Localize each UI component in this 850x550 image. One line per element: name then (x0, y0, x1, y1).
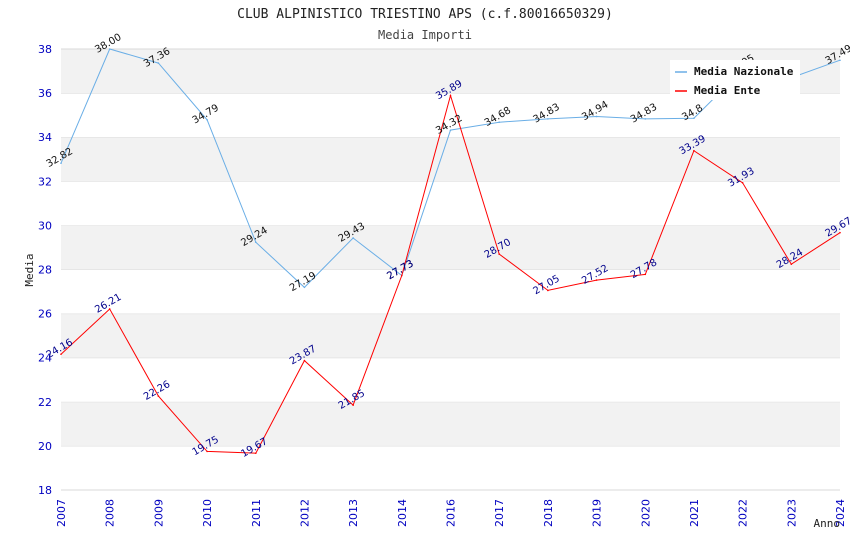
y-tick-label: 18 (38, 484, 52, 497)
grid-band (61, 181, 840, 226)
data-point (206, 118, 208, 121)
data-point (352, 237, 354, 239)
legend-label-ente: Media Ente (694, 84, 761, 97)
data-point (547, 118, 549, 120)
data-point (254, 452, 257, 454)
data-point (839, 59, 841, 62)
grid-band (61, 313, 840, 358)
data-point (206, 450, 208, 453)
x-tick-label: 2020 (639, 499, 652, 527)
x-tick-label: 2010 (201, 499, 214, 527)
y-tick-label: 30 (38, 219, 52, 232)
series-lines (60, 48, 841, 454)
data-point (595, 115, 598, 118)
x-tick-label: 2013 (347, 499, 360, 527)
x-tick-label: 2008 (104, 499, 117, 527)
y-axis-ticks: 18 20 22 24 26 28 30 32 34 36 38 (38, 43, 52, 497)
x-tick-label: 2009 (152, 499, 165, 527)
legend: Media Nazionale Media Ente (670, 60, 800, 100)
data-point (498, 253, 500, 255)
grid-band (61, 269, 840, 314)
x-tick-label: 2023 (785, 499, 798, 527)
data-point (790, 263, 793, 266)
data-point (741, 182, 744, 184)
x-tick-label: 2021 (688, 499, 701, 527)
data-point (303, 359, 306, 362)
legend-background (670, 60, 800, 100)
y-tick-label: 22 (38, 396, 52, 409)
grid-band (61, 401, 840, 446)
x-tick-label: 2019 (591, 499, 604, 527)
data-point (839, 231, 841, 234)
y-tick-label: 32 (38, 175, 52, 188)
data-point (254, 241, 257, 243)
y-tick-label: 28 (38, 264, 52, 277)
data-point (108, 48, 111, 50)
data-point (303, 286, 306, 289)
data-point (401, 274, 403, 277)
legend-label-nazionale: Media Nazionale (694, 65, 794, 78)
y-axis-label: Media (23, 253, 36, 286)
x-axis-ticks: 2007 2008 2009 2010 2011 2012 2013 2014 2016 2017… (55, 499, 847, 527)
data-point (644, 118, 647, 120)
data-point (595, 279, 598, 281)
y-tick-label: 36 (38, 87, 52, 100)
x-tick-label: 2022 (737, 499, 750, 527)
data-point (157, 62, 160, 64)
grid-bands (61, 48, 840, 491)
x-tick-label: 2014 (396, 499, 409, 527)
grid-band (61, 357, 840, 402)
chart-title: CLUB ALPINISTICO TRIESTINO APS (c.f.8001… (237, 7, 613, 22)
x-tick-label: 2017 (493, 499, 506, 527)
x-axis-label: Anno (814, 517, 841, 530)
data-point (157, 395, 160, 397)
data-point (60, 353, 62, 355)
data-point (449, 129, 452, 131)
grid-band (61, 137, 840, 182)
y-tick-label: 26 (38, 308, 52, 321)
x-tick-label: 2018 (542, 499, 555, 527)
data-point (693, 117, 695, 120)
data-point (498, 121, 500, 124)
x-tick-label: 2007 (55, 499, 68, 527)
x-tick-label: 2011 (250, 499, 263, 527)
grid-band (61, 445, 840, 490)
data-point (108, 308, 111, 310)
data-point (693, 149, 695, 152)
y-tick-label: 20 (38, 440, 52, 453)
data-point (60, 162, 62, 165)
data-point (449, 94, 452, 97)
x-tick-label: 2016 (445, 499, 458, 527)
x-tick-label: 2012 (298, 499, 311, 527)
y-tick-label: 24 (38, 352, 52, 365)
grid-band (61, 225, 840, 270)
data-point (644, 273, 647, 276)
data-point (547, 289, 549, 292)
y-tick-label: 38 (38, 43, 52, 56)
x-tick-label: 2024 (834, 499, 847, 527)
data-point (352, 404, 354, 406)
chart-subtitle: Media Importi (378, 28, 472, 42)
y-tick-label: 34 (38, 131, 52, 144)
